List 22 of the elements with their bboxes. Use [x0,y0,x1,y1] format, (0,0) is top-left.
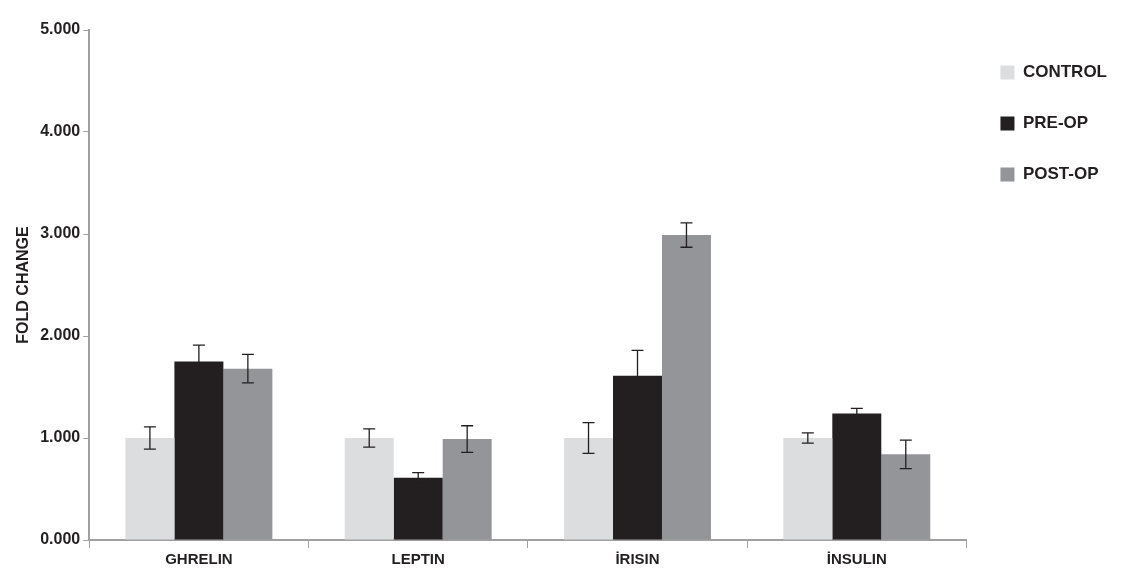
x-tick-label: İRISIN [615,550,660,568]
bar [125,438,175,540]
y-tick-label: 4.000 [40,122,81,140]
y-tick-label: 5.000 [40,20,81,38]
x-tick-label: LEPTIN [391,550,445,568]
bar [661,235,711,540]
bar [564,438,614,540]
y-tick-label: 1.000 [40,428,81,446]
x-tick-label: GHRELIN [165,550,233,568]
legend-label: CONTROL [1022,62,1107,82]
y-axis-title: FOLD CHANGE [14,226,32,344]
y-tick-label: 2.000 [40,326,81,344]
legend-label: POST-OP [1022,164,1099,184]
bar [344,438,394,540]
y-tick-label: 0.000 [40,530,81,548]
bar [881,454,931,540]
legend-label: PRE-OP [1022,113,1089,133]
bar [442,439,492,540]
bar [223,368,273,540]
x-tick-label: İNSULIN [826,550,887,568]
y-tick-label: 3.000 [40,224,81,242]
bar [783,438,833,540]
